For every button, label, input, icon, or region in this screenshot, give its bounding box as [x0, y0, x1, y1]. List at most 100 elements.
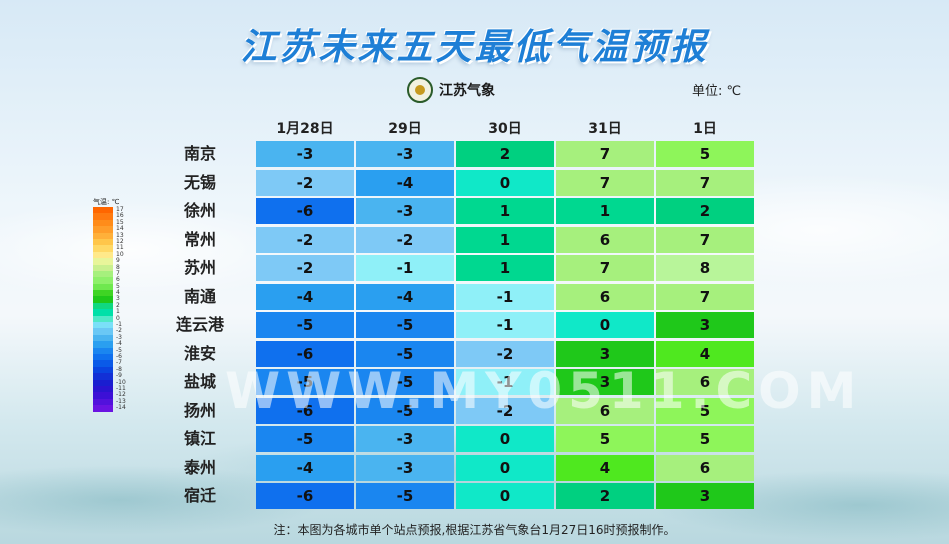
legend-swatch: [93, 392, 113, 399]
logo: 江苏气象: [407, 76, 495, 104]
legend-tick-label: -1: [116, 321, 122, 329]
city-label: 盐城: [183, 372, 216, 391]
legend-tick-label: 1: [116, 308, 120, 316]
city-label: 镇江: [183, 429, 216, 448]
unit-label: 单位: ℃: [692, 84, 742, 99]
legend-tick-label: 6: [116, 276, 120, 284]
legend-swatch: [93, 283, 113, 291]
temperature-cell: 4: [656, 341, 754, 367]
temperature-cell: 6: [556, 284, 654, 310]
temperature-cell: -2: [256, 227, 354, 253]
legend-swatch: [93, 277, 113, 284]
legend-tick-label: -6: [116, 352, 122, 360]
legend-tick-label: 16: [116, 212, 124, 220]
column-header: 1月28日: [276, 121, 334, 137]
page-title: 江苏未来五天最低气温预报: [240, 27, 709, 68]
legend-swatch: [93, 226, 113, 233]
legend-swatch: [93, 270, 113, 278]
temperature-cell: -6: [256, 483, 354, 509]
temperature-cell: -5: [356, 369, 454, 395]
temperature-cell: -5: [256, 426, 354, 452]
temperature-cell: 5: [656, 141, 754, 167]
legend-swatch: [93, 315, 113, 323]
temperature-cell: 1: [456, 227, 554, 253]
temperature-cell: 5: [656, 426, 754, 452]
legend-tick-label: 5: [116, 282, 120, 290]
legend-swatch: [93, 347, 113, 354]
legend-tick-label: -12: [116, 391, 126, 399]
temperature-cell: 3: [656, 312, 754, 338]
temperature-cell: -5: [356, 483, 454, 509]
legend-swatch: [93, 302, 113, 310]
legend-swatch: [93, 353, 113, 361]
legend-swatch: [93, 373, 113, 380]
temperature-cell: 5: [656, 398, 754, 424]
city-label: 无锡: [183, 173, 216, 192]
legend-tick-label: 13: [116, 231, 124, 239]
temperature-cell: -5: [356, 341, 454, 367]
temperature-cell: -2: [356, 227, 454, 253]
temperature-cell: 7: [556, 255, 654, 281]
temperature-cell: 7: [656, 284, 754, 310]
temperature-cell: 2: [456, 141, 554, 167]
legend-tick-label: 3: [116, 295, 120, 303]
temperature-cell: -4: [256, 455, 354, 481]
legend-swatch: [93, 296, 113, 303]
temperature-cell: -2: [456, 398, 554, 424]
legend-swatch: [93, 385, 113, 393]
temperature-cell: 1: [456, 198, 554, 224]
legend-swatch: [93, 366, 113, 374]
legend-tick-label: -2: [116, 327, 122, 335]
temperature-cell: 6: [656, 455, 754, 481]
legend-swatch: [93, 264, 113, 271]
temperature-cell: -2: [256, 255, 354, 281]
legend-swatch: [93, 360, 113, 367]
temperature-cell: -6: [256, 341, 354, 367]
legend-tick-label: -14: [116, 404, 126, 412]
legend-tick-label: 4: [116, 289, 120, 297]
temperature-cell: 7: [556, 170, 654, 196]
legend-swatch: [93, 251, 113, 259]
legend-tick-label: 0: [116, 314, 120, 322]
temperature-cell: 0: [456, 483, 554, 509]
city-label: 宿迁: [183, 486, 216, 505]
column-header: 30日: [488, 121, 522, 137]
meteorology-emblem-icon: [407, 77, 433, 103]
legend-swatch: [93, 334, 113, 342]
temperature-cell: 0: [456, 455, 554, 481]
temperature-cell: -2: [456, 341, 554, 367]
legend-swatch: [93, 290, 113, 297]
temperature-cell: 0: [556, 312, 654, 338]
legend-tick-label: 9: [116, 257, 120, 265]
footnote: 注：本图为各城市单个站点预报,根据江苏省气象台1月27日16时预报制作。: [273, 523, 676, 537]
temperature-cell: -4: [356, 170, 454, 196]
column-header: 29日: [388, 121, 422, 137]
temperature-cell: 7: [656, 227, 754, 253]
legend-swatch: [93, 232, 113, 239]
temperature-cell: -2: [256, 170, 354, 196]
city-label: 徐州: [183, 201, 216, 220]
legend-swatch: [93, 322, 113, 329]
temperature-cell: -3: [356, 426, 454, 452]
temperature-cell: 3: [656, 483, 754, 509]
city-label: 扬州: [183, 401, 216, 420]
city-label: 常州: [183, 230, 216, 249]
city-label: 南京: [183, 144, 216, 163]
temperature-cell: -1: [456, 369, 554, 395]
column-header: 1日: [693, 121, 717, 137]
legend-tick-label: -10: [116, 378, 126, 386]
legend-swatch: [93, 219, 113, 227]
legend-tick-label: 15: [116, 218, 124, 226]
temperature-cell: -3: [256, 141, 354, 167]
legend-tick-label: -3: [116, 333, 122, 341]
legend-swatch: [93, 341, 113, 348]
legend-swatch: [93, 309, 113, 316]
legend-tick-label: -4: [116, 340, 122, 348]
temperature-cell: -5: [256, 312, 354, 338]
column-header: 31日: [588, 121, 622, 137]
legend-tick-label: -9: [116, 372, 122, 380]
temperature-cell: 6: [556, 227, 654, 253]
legend-tick-label: -11: [116, 384, 126, 392]
legend-title: 气温: ℃: [93, 198, 120, 206]
temperature-cell: -1: [456, 312, 554, 338]
